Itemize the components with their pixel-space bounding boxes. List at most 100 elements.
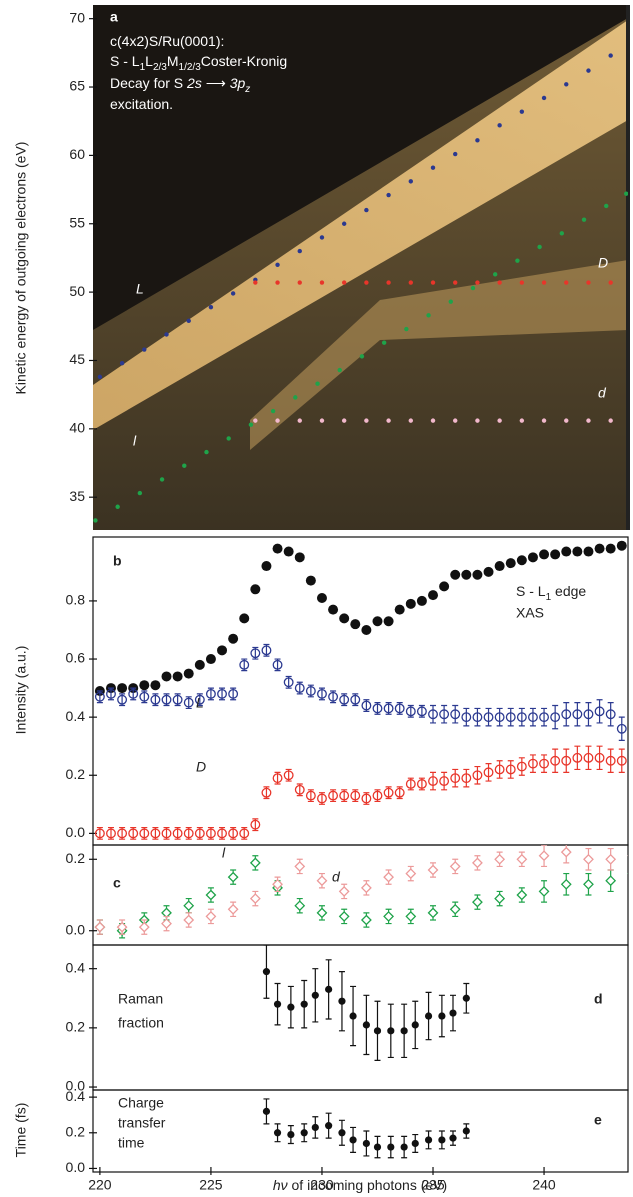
marker xyxy=(128,688,139,699)
marker xyxy=(205,654,216,665)
marker xyxy=(564,280,569,285)
error-bar xyxy=(496,760,503,779)
marker xyxy=(494,764,505,775)
annotation-text: excitation. xyxy=(110,96,173,112)
marker xyxy=(161,828,172,839)
marker xyxy=(550,755,561,766)
marker xyxy=(94,921,106,933)
marker xyxy=(97,374,103,380)
marker xyxy=(550,549,561,560)
marker xyxy=(294,900,306,912)
x-axis-label: hν of incoming photons (eV) xyxy=(273,1177,447,1193)
marker xyxy=(106,688,116,699)
marker xyxy=(450,773,461,784)
error-bar xyxy=(507,760,514,779)
marker xyxy=(439,709,450,720)
error-bar xyxy=(585,702,592,727)
marker xyxy=(204,449,209,455)
marker xyxy=(270,408,276,414)
marker xyxy=(505,764,516,775)
marker xyxy=(272,543,283,554)
marker xyxy=(616,755,627,766)
marker xyxy=(594,752,605,763)
marker xyxy=(624,191,628,196)
marker xyxy=(427,907,439,919)
marker xyxy=(283,546,294,557)
series-label: l xyxy=(222,845,226,861)
error-bar xyxy=(485,707,492,727)
marker xyxy=(416,779,427,789)
marker xyxy=(372,703,383,714)
error-bar xyxy=(541,754,548,773)
marker xyxy=(106,828,116,839)
marker xyxy=(539,758,550,769)
error-bar xyxy=(507,707,514,727)
marker xyxy=(541,418,547,423)
marker xyxy=(338,886,350,897)
marker xyxy=(117,694,128,705)
marker xyxy=(319,235,325,240)
marker xyxy=(564,418,569,423)
marker xyxy=(405,868,417,879)
marker xyxy=(338,1129,346,1137)
marker xyxy=(405,779,416,789)
marker xyxy=(372,616,383,627)
annotation-text: S - L xyxy=(110,53,140,69)
marker xyxy=(462,994,470,1002)
marker xyxy=(404,326,409,332)
marker xyxy=(297,248,302,254)
marker xyxy=(117,683,128,694)
marker xyxy=(387,1027,395,1035)
panel-label: e xyxy=(594,1112,602,1128)
marker xyxy=(194,694,205,705)
marker xyxy=(527,552,538,563)
marker xyxy=(561,755,572,766)
annotation: S - L1L2/3M1/2/3Coster-Kronig xyxy=(110,53,287,73)
marker xyxy=(128,828,139,839)
marker xyxy=(604,203,609,209)
marker xyxy=(205,911,217,922)
annotation-text: ⟶ xyxy=(202,75,230,91)
marker xyxy=(438,1136,446,1144)
marker xyxy=(138,921,150,933)
marker xyxy=(494,853,506,865)
marker xyxy=(516,853,528,865)
marker xyxy=(408,179,414,184)
marker xyxy=(583,878,594,890)
marker xyxy=(325,985,333,993)
marker xyxy=(448,299,453,304)
marker xyxy=(515,258,520,263)
marker xyxy=(208,304,214,310)
error-bar xyxy=(563,748,570,773)
error-bar xyxy=(441,771,448,791)
marker xyxy=(305,575,316,586)
marker xyxy=(605,755,616,766)
marker xyxy=(550,712,561,723)
y-tick-label: 0.2 xyxy=(66,1019,86,1035)
marker xyxy=(311,991,319,999)
annotation-text: M xyxy=(167,53,179,69)
x-axis-label-text: hν xyxy=(273,1177,288,1193)
panels: 35 40 45 50 55 60 65 70 0.0 0.2 0.4 0.6 0.8 0.0 0.2 0.0… xyxy=(66,9,629,1193)
annotation-text: 1/2/3 xyxy=(179,62,202,73)
marker xyxy=(253,418,258,423)
error-bar xyxy=(463,768,470,788)
marker xyxy=(453,151,458,157)
marker xyxy=(253,280,258,285)
marker xyxy=(516,761,527,772)
marker xyxy=(453,280,458,285)
marker xyxy=(394,604,405,615)
marker xyxy=(560,878,572,890)
marker xyxy=(205,828,216,839)
marker xyxy=(283,770,294,781)
marker xyxy=(183,914,195,926)
plot-frame xyxy=(92,1089,629,1173)
annotation-text: edge xyxy=(551,583,586,599)
marker xyxy=(450,569,461,580)
marker xyxy=(438,1012,446,1020)
annotation: Raman xyxy=(118,991,163,1007)
marker xyxy=(373,1143,382,1151)
panel-label: d xyxy=(594,991,603,1007)
error-bar xyxy=(552,748,559,773)
